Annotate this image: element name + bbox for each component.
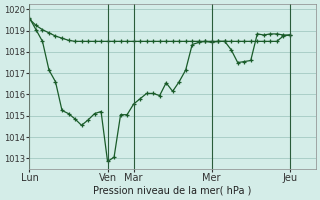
X-axis label: Pression niveau de la mer( hPa ): Pression niveau de la mer( hPa ) bbox=[93, 186, 252, 196]
